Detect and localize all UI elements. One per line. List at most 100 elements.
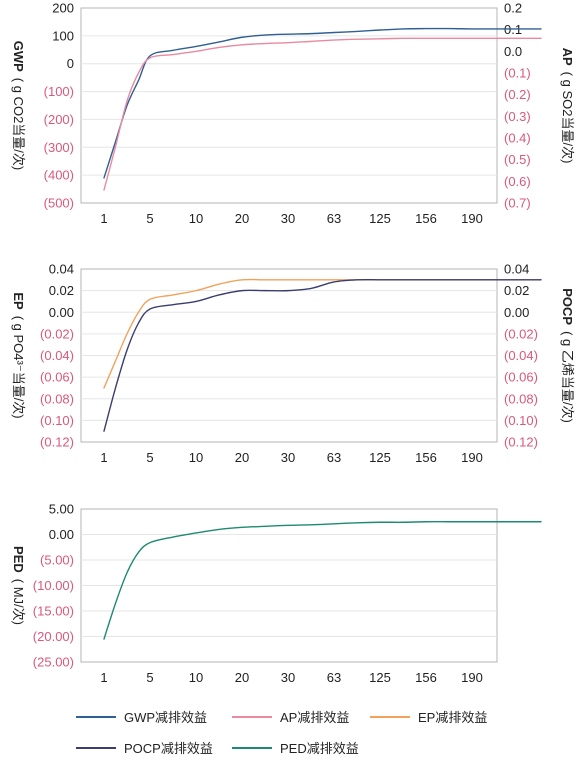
left-tick-label: (500) [44,196,74,211]
x-tick-label: 125 [369,670,391,685]
x-tick-label: 190 [461,450,483,465]
right-tick-label: (0.06) [504,370,538,385]
right-tick-label: 0.0 [504,44,522,59]
left-axis-title: EP ( g PO4³⁻当量/次) [11,292,26,418]
x-tick-label: 1 [100,670,107,685]
legend-label-ap: AP减排效益 [280,710,349,725]
legend-item-ap: AP减排效益 [232,710,349,725]
right-axis-title: AP ( g SO2当量/次) [560,48,575,164]
right-tick-label: (0.10) [504,413,538,428]
x-tick-label: 10 [189,450,203,465]
right-tick-label: (0.12) [504,435,538,450]
left-tick-label: (400) [44,168,74,183]
legend-label-pocp: POCP减排效益 [124,741,213,756]
right-axis-unit: ( g 乙烯当量/次) [560,331,575,423]
left-axis-unit: ( MJ/次) [11,579,26,625]
right-tick-label: (0.04) [504,348,538,363]
right-tick-label: (0.5) [504,152,531,167]
legend: GWP减排效益 AP减排效益 EP减排效益 POCP减排效益 PED减排效益 [76,710,487,756]
series-line-pocp [103,278,542,432]
left-tick-label: (0.08) [40,391,74,406]
x-tick-label: 5 [146,670,153,685]
left-tick-label: 0.02 [49,283,74,298]
right-tick-label: 0.2 [504,1,522,16]
x-tick-label: 10 [189,211,203,226]
x-tick-label: 30 [281,211,295,226]
right-tick-label: (0.1) [504,66,531,81]
chart-panel-1: 200 100 0 (100) (200) (300) (400) (500) 0.2 0.1 0.… [11,1,575,227]
left-axis-name: PED [11,546,26,573]
left-tick-label: (10.00) [33,578,74,593]
right-tick-label: (0.08) [504,391,538,406]
legend-item-pocp: POCP减排效益 [76,741,213,756]
left-tick-label: (0.10) [40,413,74,428]
right-tick-label: (0.3) [504,109,531,124]
left-axis-name: GWP [11,41,26,72]
series-line-ap [103,37,542,191]
legend-item-gwp: GWP减排效益 [76,710,207,725]
left-tick-label: 0.00 [49,527,74,542]
legend-item-ep: EP减排效益 [370,710,487,725]
right-axis-title: POCP ( g 乙烯当量/次) [560,288,575,423]
left-axis-name: EP [11,292,26,310]
right-axis-unit: ( g SO2当量/次) [560,72,575,164]
right-tick-label: 0.1 [504,22,522,37]
left-tick-label: (0.02) [40,326,74,341]
left-tick-label: (0.12) [40,435,74,450]
x-tick-label: 190 [461,211,483,226]
x-tick-label: 125 [369,450,391,465]
x-tick-label: 20 [235,211,249,226]
x-tick-label: 1 [100,211,107,226]
left-tick-label: (25.00) [33,655,74,670]
left-axis-unit: ( g PO4³⁻当量/次) [11,316,26,419]
x-tick-label: 125 [369,211,391,226]
x-tick-label: 156 [415,670,437,685]
left-tick-label: (300) [44,140,74,155]
right-tick-label: (0.6) [504,174,531,189]
right-tick-label: 0.04 [504,262,529,277]
x-tick-label: 156 [415,450,437,465]
left-tick-label: (0.04) [40,348,74,363]
left-tick-label: (5.00) [40,553,74,568]
legend-label-ep: EP减排效益 [418,710,487,725]
plot-area [80,7,498,204]
legend-label-ped: PED减排效益 [280,741,359,756]
x-tick-label: 63 [327,211,341,226]
left-tick-label: 5.00 [49,502,74,517]
left-axis-title: GWP ( g CO2当量/次) [11,41,26,171]
x-tick-label: 63 [327,670,341,685]
x-tick-label: 30 [281,450,295,465]
right-tick-label: 0.02 [504,283,529,298]
right-tick-label: (0.02) [504,326,538,341]
legend-item-ped: PED减排效益 [232,741,359,756]
x-tick-label: 20 [235,670,249,685]
x-tick-label: 156 [415,211,437,226]
right-tick-label: 0.00 [504,305,529,320]
left-tick-label: 100 [52,28,74,43]
left-tick-label: (20.00) [33,629,74,644]
x-tick-label: 20 [235,450,249,465]
series-line-gwp [103,27,542,179]
left-tick-label: (200) [44,112,74,127]
left-tick-label: (100) [44,84,74,99]
x-tick-label: 5 [146,211,153,226]
left-tick-label: (15.00) [33,604,74,619]
left-tick-label: 0.04 [49,262,74,277]
right-axis-name: AP [560,48,575,66]
chart-panel-3: 5.00 0.00 (5.00) (10.00) (15.00) (20.00) (25.0… [11,502,542,685]
series-line-ped [103,521,542,640]
x-tick-label: 10 [189,670,203,685]
x-tick-label: 63 [327,450,341,465]
left-tick-label: (0.06) [40,370,74,385]
legend-label-gwp: GWP减排效益 [124,710,207,725]
left-axis-unit: ( g CO2当量/次) [11,78,26,170]
x-tick-label: 30 [281,670,295,685]
left-tick-label: 200 [52,1,74,16]
right-tick-label: (0.7) [504,196,531,211]
right-tick-label: (0.4) [504,131,531,146]
left-tick-label: 0 [67,56,74,71]
right-axis-name: POCP [560,288,575,325]
x-tick-label: 5 [146,450,153,465]
left-axis-title: PED ( MJ/次) [11,546,26,625]
chart-panel-2: 0.04 0.02 0.00 (0.02) (0.04) (0.06) (0.08) (0.1… [11,262,575,466]
